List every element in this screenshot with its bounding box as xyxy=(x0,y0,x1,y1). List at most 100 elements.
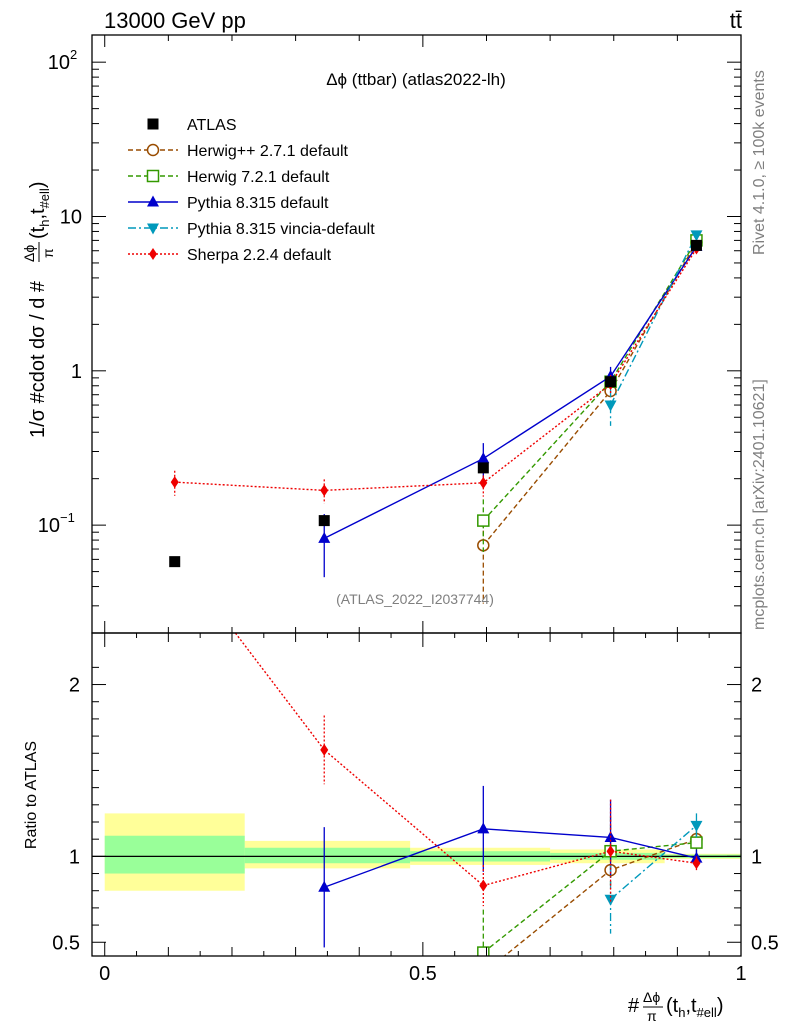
series-point xyxy=(477,514,490,527)
main-ytick-label: 1 xyxy=(71,361,82,383)
main-ytick-label-exp: −1 xyxy=(60,510,75,525)
legend-label: Herwig 7.2.1 default xyxy=(187,169,330,186)
main-ytick-label-text: 10 xyxy=(48,52,70,74)
legend-marker xyxy=(146,143,160,157)
main-ytick-label: 10 −1 xyxy=(38,510,75,537)
main-title: Δϕ (ttbar) (atlas2022-lh) xyxy=(326,70,506,89)
legend-marker xyxy=(146,169,160,183)
ratio-band-inner xyxy=(104,835,245,874)
ratio-ytick-label-left: 0.5 xyxy=(52,932,80,954)
ratio-axis-ticks xyxy=(92,633,742,956)
legend-item: Pythia 8.315 default xyxy=(128,195,329,212)
ratio-point xyxy=(692,857,701,870)
atlas-data xyxy=(169,239,702,568)
series-point xyxy=(170,476,179,489)
legend-item: Herwig 7.2.1 default xyxy=(128,169,330,186)
legend-marker xyxy=(147,118,159,130)
atlas-point xyxy=(318,515,330,527)
legend-label: Pythia 8.315 vincia-default xyxy=(187,221,375,238)
watermark: (ATLAS_2022_I2037744) xyxy=(336,591,494,607)
series-line xyxy=(323,246,698,540)
series-line xyxy=(482,241,698,546)
ratio-point xyxy=(318,880,331,892)
main-ylabel-frac-den: π xyxy=(40,248,56,258)
ratio-xtick-label: 0 xyxy=(99,963,110,985)
ratio-series-line xyxy=(610,824,697,900)
ratio-point xyxy=(479,879,488,892)
main-ytick-label: 10 xyxy=(60,206,82,228)
main-axis-ticks xyxy=(92,35,742,634)
main-ytick-label-text: 1 xyxy=(71,361,82,383)
series-point xyxy=(318,531,331,543)
main-ytick-label: 10 2 xyxy=(48,47,77,74)
ratio-ytick-label-left: 2 xyxy=(69,675,80,697)
ratio-point xyxy=(320,743,329,756)
ratio-band-inner xyxy=(244,847,411,864)
ratio-series-line xyxy=(323,828,697,888)
ratio-point xyxy=(477,822,490,834)
main-ytick-label-exp: 2 xyxy=(70,47,77,62)
ratio-ytick-label-left: 1 xyxy=(69,846,80,868)
series-point xyxy=(479,476,488,489)
main-ytick-label-text: 10 xyxy=(60,206,82,228)
energy-label: 13000 GeV pp xyxy=(104,8,246,33)
series-point xyxy=(690,230,703,242)
ratio-xlabel-frac-den: π xyxy=(647,1008,657,1024)
series-point xyxy=(320,484,329,497)
ratio-xlabel-hash: # xyxy=(628,995,640,1017)
main-ytick-label-text: 10 xyxy=(38,515,60,537)
main-panel: Δϕ (ttbar) (atlas2022-lh) (ATLAS_2022_I2… xyxy=(21,34,742,634)
series-point xyxy=(604,400,617,412)
series-2 xyxy=(318,239,703,578)
rivet-label: Rivet 4.1.0, ≥ 100k events xyxy=(751,70,768,255)
ratio-panel: 0.5 0.51 12 20 0.5 1 Ratio to ATLAS # Δϕ π (t… xyxy=(23,632,779,1024)
series-line xyxy=(482,240,698,522)
ratio-xtick-label: 1 xyxy=(735,963,746,985)
ratio-frame xyxy=(91,632,742,957)
ratio-ytick-label-right: 0.5 xyxy=(751,932,779,954)
ratio-tick-labels: 0.5 0.51 12 20 0.5 1 xyxy=(52,675,779,985)
legend-label: Pythia 8.315 default xyxy=(187,195,329,212)
main-ylabel-args: (th,t#ell) xyxy=(27,182,52,240)
process-label: tt̄ xyxy=(730,8,742,33)
ratio-point xyxy=(690,836,703,849)
legend-item: ATLAS xyxy=(147,117,237,134)
ratio-ytick-label-right: 1 xyxy=(751,846,762,868)
ratio-series-line xyxy=(234,633,697,887)
legend-marker xyxy=(147,195,159,207)
mcplots-label: mcplots.cern.ch [arXiv:2401.10621] xyxy=(751,379,768,630)
series-point xyxy=(477,452,490,464)
ratio-ytick-label-right: 2 xyxy=(751,675,762,697)
ratio-series-1 xyxy=(477,816,703,956)
legend-label: Sherpa 2.2.4 default xyxy=(187,247,332,264)
atlas-point xyxy=(477,462,489,474)
main-ylabel-text: 1/σ #cdot dσ / d # xyxy=(27,280,49,438)
atlas-point xyxy=(690,239,702,251)
ratio-xlabel-frac-num: Δϕ xyxy=(643,989,660,1005)
ratio-series-4 xyxy=(234,633,701,907)
series-0 xyxy=(477,236,703,604)
ratio-point xyxy=(477,946,490,956)
atlas-point xyxy=(605,376,617,388)
ratio-xtick-label: 0.5 xyxy=(409,963,437,985)
main-ylabel: 1/σ #cdot dσ / d # Δϕ π (th,t#ell) xyxy=(21,182,56,439)
atlas-point xyxy=(169,556,181,568)
legend-label: ATLAS xyxy=(187,117,237,134)
legend-label: Herwig++ 2.7.1 default xyxy=(187,143,349,160)
ratio-xlabel-args: (th,t#ell) xyxy=(666,995,724,1020)
series-line xyxy=(609,234,698,406)
legend-item: Sherpa 2.2.4 default xyxy=(128,247,332,264)
legend: ATLAS Herwig++ 2.7.1 default Herwig 7.2.1 … xyxy=(128,117,375,264)
series-1 xyxy=(477,234,703,552)
main-ylabel-frac-num: Δϕ xyxy=(21,245,37,262)
legend-marker xyxy=(149,248,157,260)
ratio-series-3 xyxy=(604,813,703,934)
ratio-point xyxy=(690,820,703,832)
legend-marker xyxy=(147,223,159,235)
series-3 xyxy=(604,230,703,426)
legend-item: Herwig++ 2.7.1 default xyxy=(128,143,349,160)
ratio-xlabel: # Δϕ π (th,t#ell) xyxy=(628,989,724,1024)
ratio-series-2 xyxy=(318,785,703,948)
